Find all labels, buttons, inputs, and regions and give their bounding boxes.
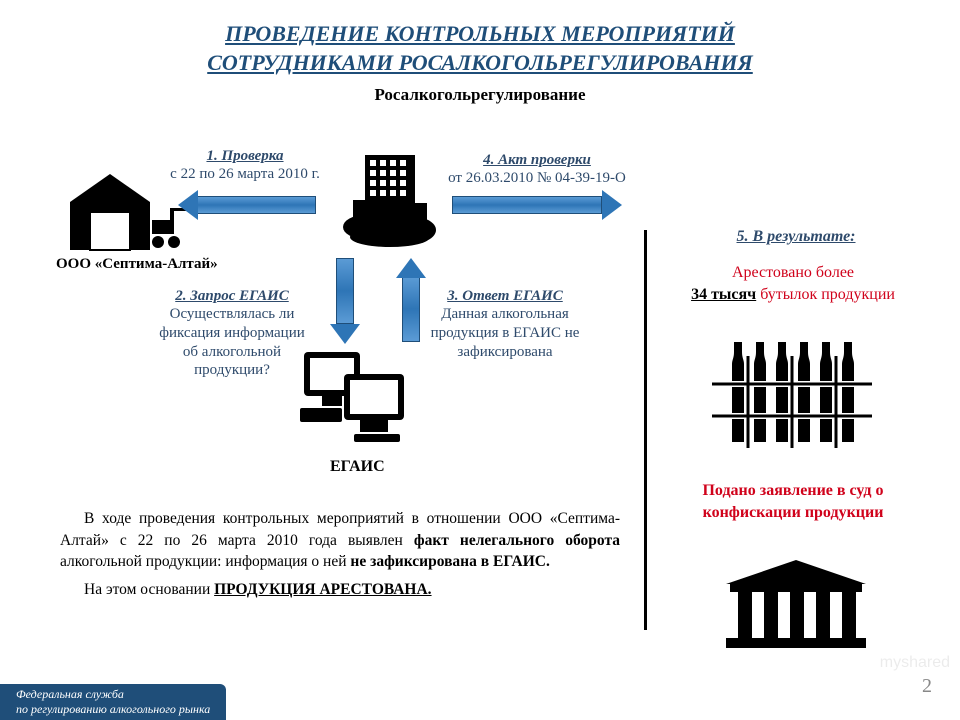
p2a: На этом основании	[84, 581, 214, 598]
regulator-building-icon	[335, 145, 445, 260]
step-1-title: 1. Проверка	[150, 148, 340, 165]
result-line1a: Арестовано более	[732, 264, 854, 281]
title-line1: ПРОВЕДЕНИЕ КОНТРОЛЬНЫХ МЕРОПРИЯТИЙ	[225, 21, 735, 46]
step-4-title: 4. Акт проверки	[432, 152, 642, 169]
arrow-step-4	[452, 196, 602, 214]
egais-label: ЕГАИС	[330, 458, 385, 476]
result-emph: 34 тысяч	[691, 286, 756, 303]
egais-computer-icon	[296, 344, 416, 449]
footer-bar: Федеральная служба по регулированию алко…	[0, 684, 226, 720]
footer-line1: Федеральная служба	[16, 687, 210, 702]
arrow-step-2	[336, 258, 354, 324]
step-1-body: с 22 по 26 марта 2010 г.	[150, 165, 340, 184]
arrow-step-1	[196, 196, 316, 214]
step-2-title: 2. Запрос ЕГАИС	[152, 288, 312, 305]
p2b: ПРОДУКЦИЯ АРЕСТОВАНА.	[214, 581, 431, 598]
step-3-title: 3. Ответ ЕГАИС	[430, 288, 580, 305]
bottles-behind-bars-icon	[712, 336, 872, 461]
result-lawsuit: Подано заявление в суд о конфискации про…	[668, 480, 918, 523]
step-3-body: Данная алкогольная продукция в ЕГАИС не …	[430, 305, 580, 361]
result-arrested: Арестовано более 34 тысяч бутылок продук…	[668, 262, 918, 305]
step-1: 1. Проверка с 22 по 26 марта 2010 г.	[150, 148, 340, 184]
page-title: ПРОВЕДЕНИЕ КОНТРОЛЬНЫХ МЕРОПРИЯТИЙ СОТРУ…	[0, 0, 960, 85]
watermark: myshared	[880, 654, 950, 672]
p1b: факт нелегального оборота	[414, 532, 620, 549]
step-3: 3. Ответ ЕГАИС Данная алкогольная продук…	[430, 288, 580, 361]
arrow-step-3	[402, 276, 420, 342]
bottom-paragraph: В ходе проведения контрольных мероприяти…	[60, 508, 620, 607]
step-4: 4. Акт проверки от 26.03.2010 № 04-39-19…	[432, 152, 642, 188]
step-2: 2. Запрос ЕГАИС Осуществлялась ли фиксац…	[152, 288, 312, 380]
step-4-body: от 26.03.2010 № 04-39-19-О	[432, 169, 642, 188]
p1d: не зафиксирована в ЕГАИС.	[350, 553, 549, 570]
subtitle: Росалкогольрегулирование	[0, 85, 960, 105]
result-line1b: бутылок продукции	[756, 286, 895, 303]
court-building-icon	[716, 556, 876, 661]
title-line2: СОТРУДНИКАМИ РОСАЛКОГОЛЬРЕГУЛИРОВАНИЯ	[207, 50, 753, 75]
vertical-divider	[644, 230, 647, 630]
warehouse-icon	[70, 172, 190, 257]
warehouse-label: ООО «Септима-Алтай»	[56, 256, 218, 273]
step-5: 5. В результате:	[676, 228, 916, 246]
p1c: алкогольной продукции: информация о ней	[60, 553, 350, 570]
step-2-body: Осуществлялась ли фиксация информации об…	[152, 305, 312, 380]
page-number: 2	[922, 675, 932, 698]
step-5-title: 5. В результате:	[676, 228, 916, 246]
footer-line2: по регулированию алкогольного рынка	[16, 702, 210, 717]
